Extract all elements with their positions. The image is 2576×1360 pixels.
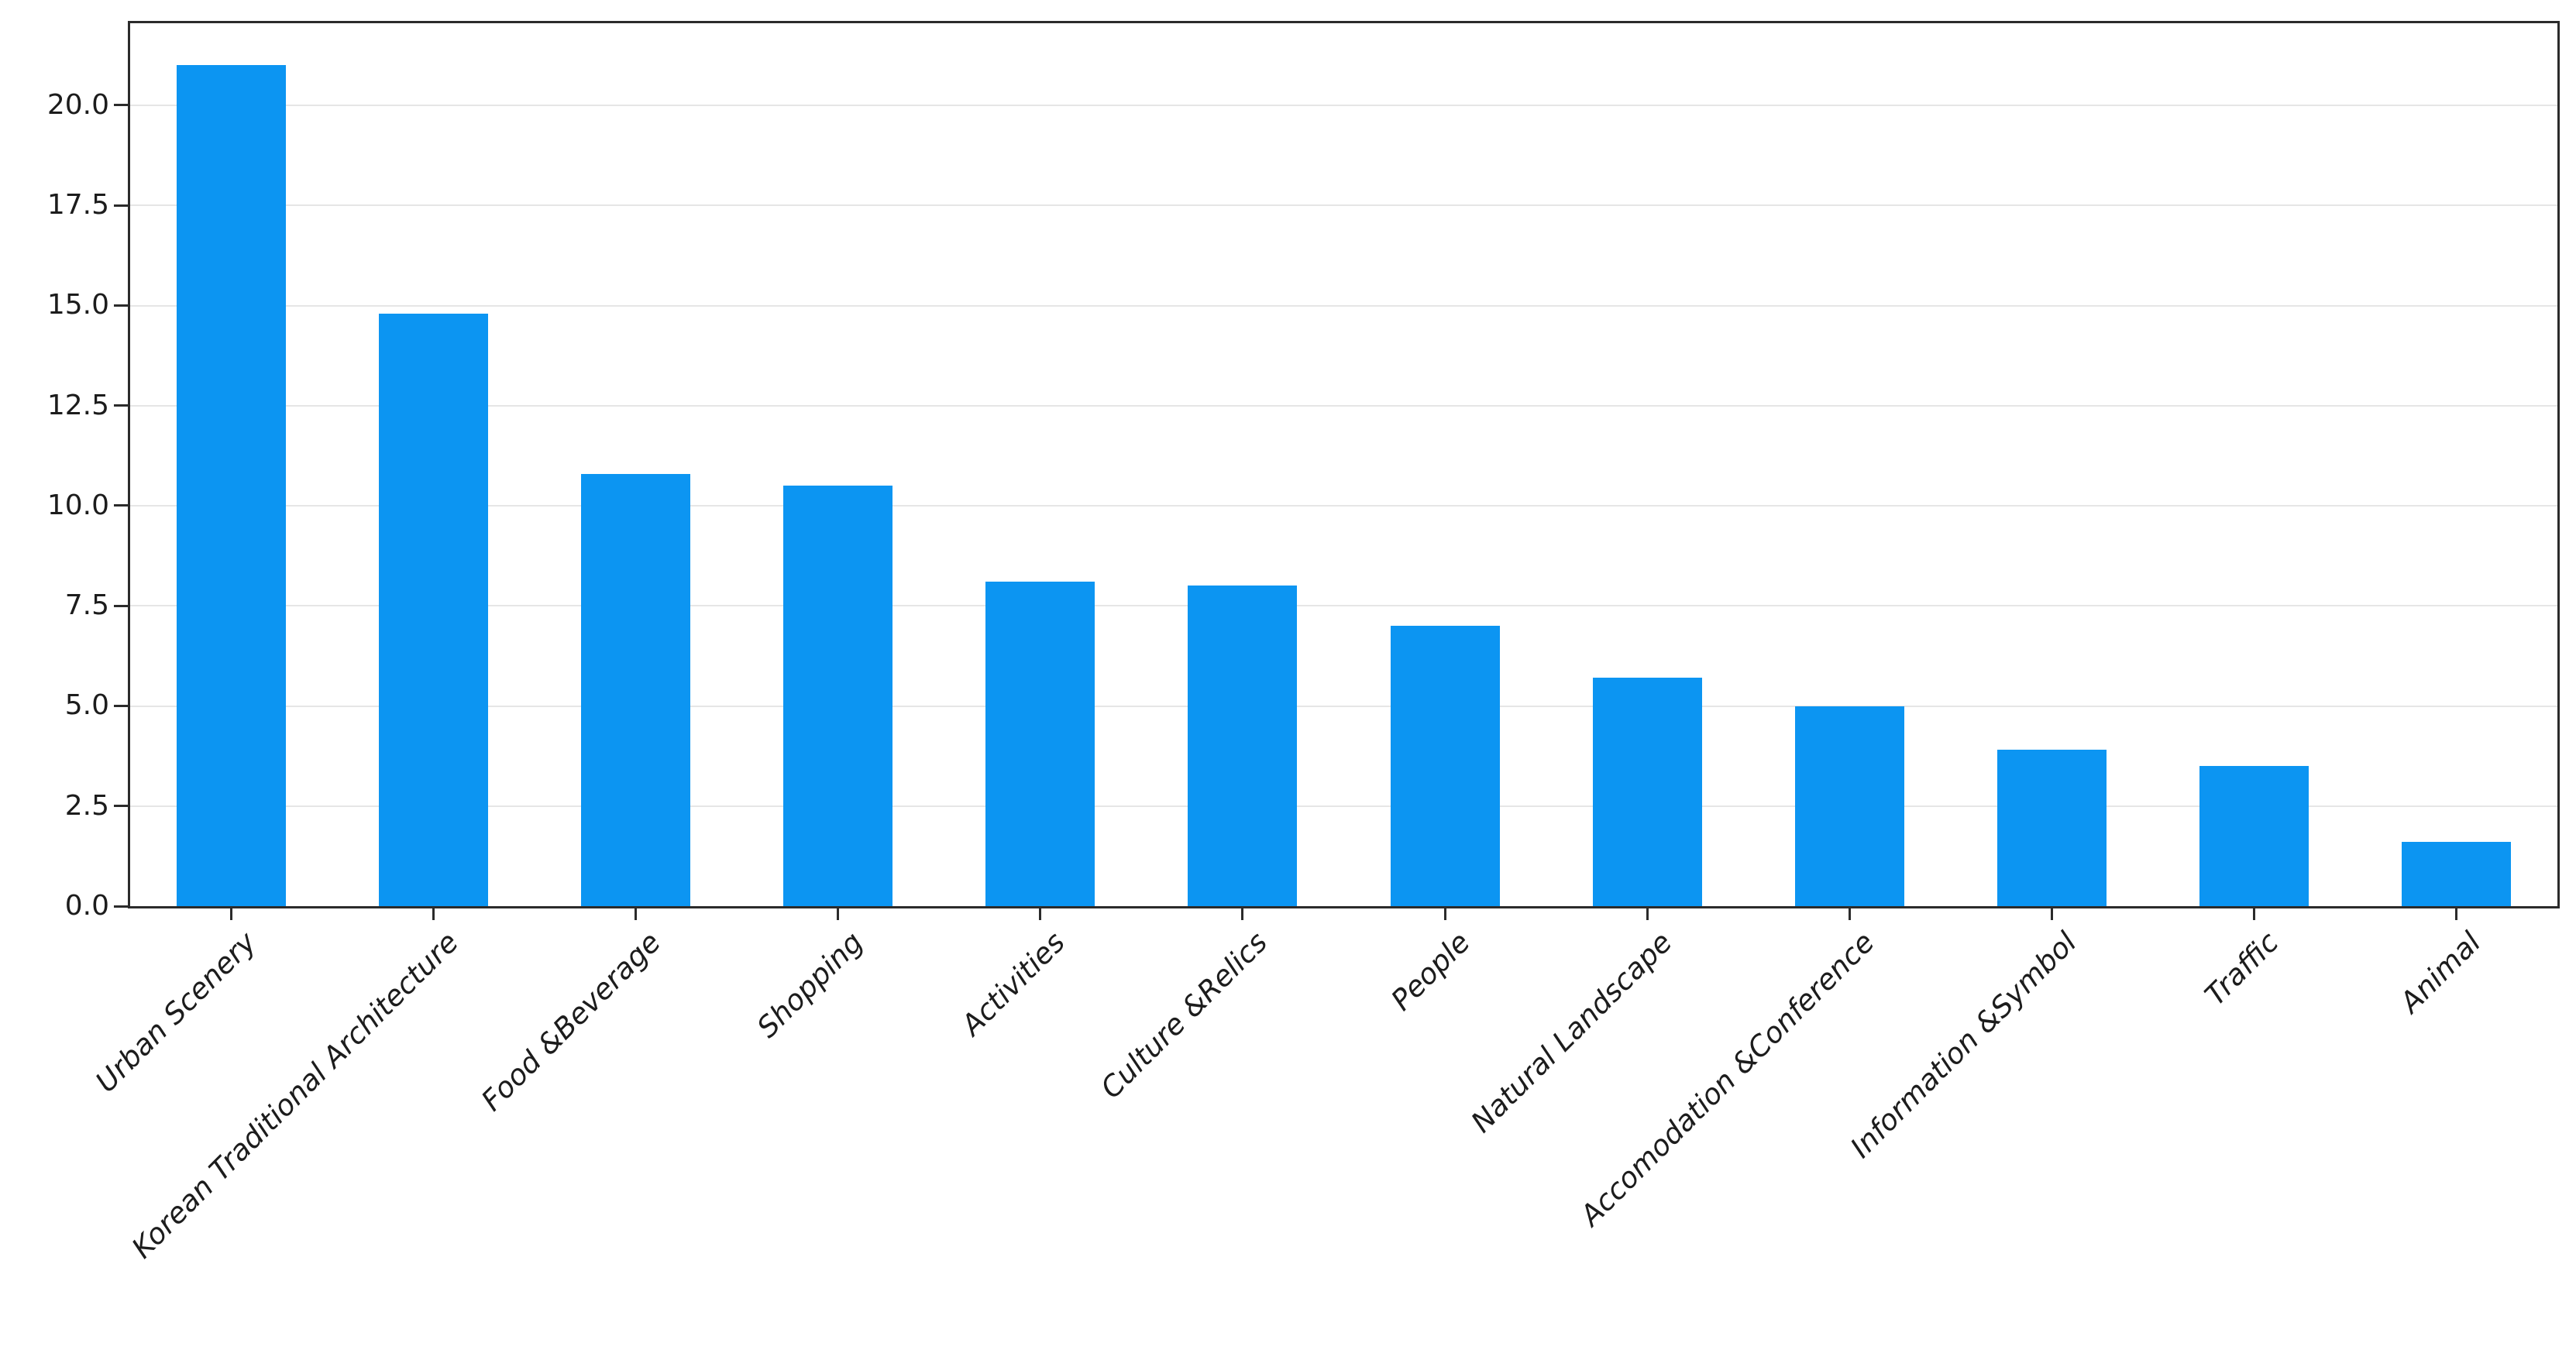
- x-tick-mark: [1646, 908, 1649, 920]
- bar: [783, 486, 893, 906]
- gridline: [130, 605, 2557, 607]
- x-tick-mark: [2050, 908, 2053, 920]
- y-tick-mark: [114, 805, 128, 808]
- x-tick-label: Animal: [2393, 926, 2488, 1019]
- bar: [581, 473, 691, 906]
- bar: [1794, 706, 1904, 906]
- x-tick-label: Natural Landscape: [1464, 926, 1679, 1139]
- x-tick-label: Shopping: [750, 926, 870, 1045]
- x-tick-label: Traffic: [2199, 926, 2285, 1012]
- gridline: [130, 805, 2557, 807]
- y-tick-label: 10.0: [46, 489, 109, 521]
- y-tick-label: 12.5: [46, 389, 109, 421]
- y-tick-label: 0.0: [64, 890, 109, 922]
- x-tick-label: Korean Traditional Architecture: [125, 926, 466, 1266]
- x-tick-mark: [1241, 908, 1244, 920]
- y-tick-mark: [114, 905, 128, 908]
- y-tick-label: 15.0: [46, 289, 109, 321]
- x-tick-label: People: [1384, 926, 1477, 1018]
- x-tick-label: Urban Scenery: [89, 926, 263, 1099]
- x-tick-mark: [2454, 908, 2457, 920]
- bar: [1188, 586, 1298, 906]
- y-tick-label: 17.5: [46, 189, 109, 222]
- y-tick-mark: [114, 104, 128, 107]
- x-tick-mark: [635, 908, 638, 920]
- bar: [2199, 766, 2309, 906]
- x-tick-mark: [1443, 908, 1446, 920]
- gridline: [130, 105, 2557, 106]
- y-tick-label: 2.5: [64, 789, 109, 822]
- y-tick-mark: [114, 304, 128, 307]
- y-tick-mark: [114, 704, 128, 707]
- x-tick-mark: [1039, 908, 1042, 920]
- y-tick-mark: [114, 204, 128, 207]
- bar: [2401, 842, 2511, 906]
- bar: [1390, 626, 1500, 906]
- bar: [1996, 750, 2107, 906]
- y-tick-label: 20.0: [46, 88, 109, 121]
- y-tick-mark: [114, 404, 128, 407]
- x-tick-mark: [1848, 908, 1851, 920]
- x-tick-mark: [837, 908, 840, 920]
- y-tick-label: 5.0: [64, 689, 109, 722]
- x-tick-label: Information &Symbol: [1844, 926, 2083, 1165]
- gridline: [130, 705, 2557, 707]
- bar: [985, 582, 1095, 906]
- x-tick-mark: [2252, 908, 2255, 920]
- x-tick-mark: [432, 908, 435, 920]
- gridline: [130, 304, 2557, 307]
- x-tick-label: Activities: [955, 926, 1072, 1042]
- bar: [379, 313, 489, 906]
- y-tick-mark: [114, 504, 128, 507]
- y-tick-mark: [114, 604, 128, 607]
- plot-area: [128, 21, 2560, 908]
- x-tick-mark: [230, 908, 233, 920]
- bar: [1592, 678, 1702, 906]
- gridline: [130, 404, 2557, 407]
- gridline: [130, 204, 2557, 207]
- y-tick-label: 7.5: [64, 589, 109, 622]
- bar: [177, 65, 287, 906]
- x-tick-label: Food &Beverage: [475, 926, 668, 1118]
- gridline: [130, 505, 2557, 507]
- x-tick-label: Culture &Relics: [1094, 926, 1274, 1105]
